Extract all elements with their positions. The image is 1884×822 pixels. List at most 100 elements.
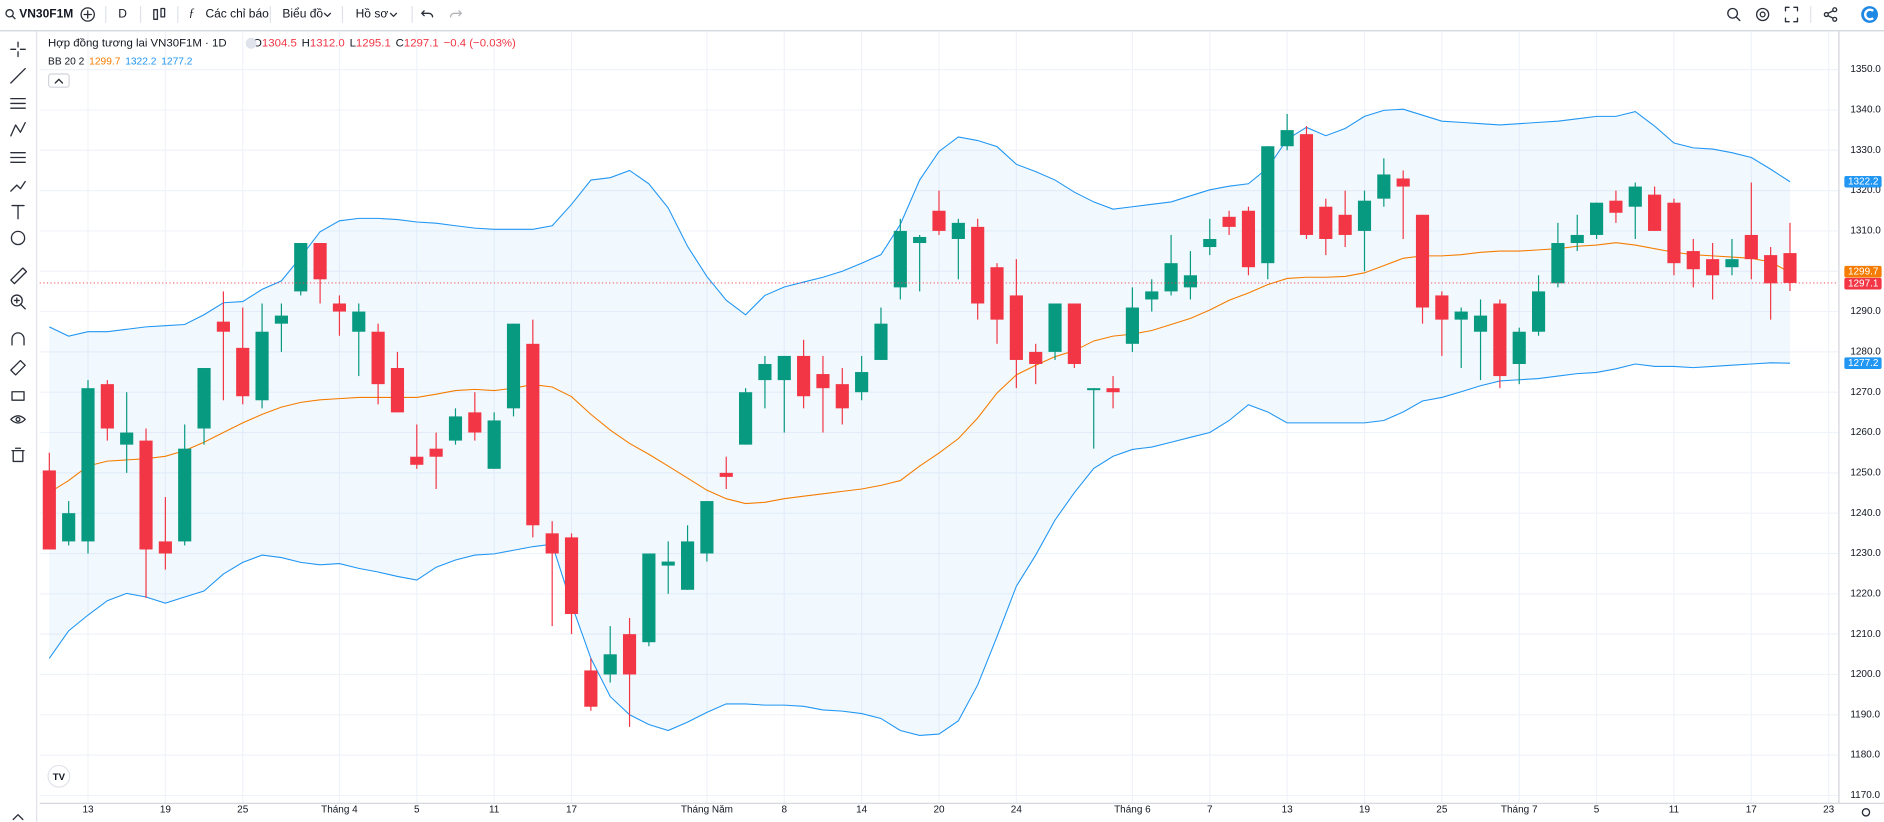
left-toolbar <box>10 31 38 822</box>
candle-body <box>642 553 656 643</box>
candle-body <box>468 412 482 433</box>
candle-body <box>81 388 95 542</box>
candle-body <box>545 533 559 554</box>
gear[interactable] <box>1861 808 1871 817</box>
change: −0.4 (−0.03%) <box>444 37 516 49</box>
indicators-label: Các chỉ báo <box>205 7 269 21</box>
y-tick-label: 1170.0 <box>1850 790 1880 801</box>
y-tick-label: 1210.0 <box>1850 629 1881 640</box>
logo-bg <box>47 764 71 788</box>
candle-body <box>603 654 617 675</box>
candle-body <box>564 537 579 614</box>
candle-body <box>1512 331 1526 364</box>
brush-tool[interactable] <box>10 180 26 192</box>
redo-button[interactable] <box>449 10 463 18</box>
candle-body <box>1299 134 1314 235</box>
indicators-button[interactable]: ƒ Các chỉ báo <box>189 5 270 21</box>
price-badge <box>1844 265 1882 278</box>
icon <box>10 415 26 424</box>
candle-body <box>680 541 695 590</box>
ohlc-label: C <box>396 37 404 49</box>
candle-body <box>1203 238 1217 248</box>
candle-body <box>1319 206 1333 239</box>
emoji-tool[interactable] <box>10 230 26 246</box>
y-tick-label: 1340.0 <box>1850 105 1881 116</box>
candle-body <box>622 634 637 675</box>
candle-body <box>1357 200 1372 231</box>
candle-body <box>1783 253 1797 283</box>
candle-body <box>1686 251 1700 270</box>
y-tick-label: 1330.0 <box>1850 145 1881 156</box>
candle-body <box>1725 259 1739 268</box>
icon <box>1727 7 1739 19</box>
lock-drawing-tool[interactable] <box>10 359 26 376</box>
settings-button[interactable] <box>1755 7 1770 22</box>
indicator-value: 1299.7 <box>89 56 121 67</box>
candle-body <box>1106 388 1120 393</box>
symbol-search[interactable]: VN30F1M <box>5 7 73 21</box>
indicator-name: BB 20 2 <box>48 56 85 67</box>
lock-tool[interactable] <box>11 391 25 401</box>
logo-mark <box>1864 8 1874 21</box>
collapse-toolbar[interactable] <box>12 814 24 821</box>
y-tick-label: 1250.0 <box>1850 467 1881 478</box>
x-tick-label: 19 <box>1359 805 1371 816</box>
visibility-tool[interactable] <box>10 415 26 424</box>
candle-body <box>777 355 791 381</box>
candle-body <box>100 384 114 429</box>
candle-body <box>1648 194 1662 231</box>
y-tick-label: 1180.0 <box>1850 750 1880 761</box>
chart: 1170.0 1180.0 1190.0 1200.0 1210.0 1220.0 1230… <box>39 31 1884 816</box>
ohlc-value: 1312.0 <box>310 37 345 49</box>
chart-menu[interactable]: Biểu đồ <box>282 7 332 21</box>
brand-logo[interactable] <box>1861 6 1878 23</box>
delete-tool[interactable] <box>11 447 25 463</box>
magnet-tool[interactable] <box>11 332 25 346</box>
candle-body <box>1048 303 1062 352</box>
chevron <box>54 78 64 84</box>
text-tool[interactable] <box>11 204 25 220</box>
pattern-tool[interactable] <box>10 121 26 137</box>
share-button[interactable] <box>1823 7 1838 22</box>
candle-body <box>139 440 153 550</box>
price-badge-label: 1277.2 <box>1848 358 1879 369</box>
candle-body <box>216 321 230 332</box>
undo-button[interactable] <box>421 10 434 18</box>
ohlc-label: O <box>253 37 262 49</box>
fib-tool[interactable] <box>10 97 26 109</box>
interval[interactable]: D <box>118 7 127 21</box>
crosshair-tool[interactable] <box>10 41 26 58</box>
icon <box>13 297 26 310</box>
candle-body <box>274 315 288 324</box>
legend-collapse[interactable] <box>48 73 70 88</box>
candle-body <box>855 372 869 393</box>
x-tick-label: 11 <box>489 805 500 816</box>
candle-body <box>410 456 424 465</box>
icon <box>1861 808 1871 817</box>
candle-body <box>178 448 192 542</box>
price-badge-label: 1322.2 <box>1848 177 1879 188</box>
candle-body <box>1667 202 1681 264</box>
zoom-button[interactable] <box>1727 7 1741 22</box>
trendline-tool[interactable] <box>10 67 26 84</box>
x-tick-label: 11 <box>1669 805 1680 816</box>
icon <box>80 7 95 22</box>
candle-body <box>1415 214 1430 308</box>
price-badge <box>1844 277 1882 290</box>
y-tick-label: 1320.0 <box>1850 185 1881 196</box>
y-tick-label: 1220.0 <box>1850 588 1881 599</box>
ruler-tool[interactable] <box>10 267 28 285</box>
icon <box>160 7 166 18</box>
profile-menu[interactable]: Hồ sơ <box>356 7 398 21</box>
candle-body <box>1377 174 1391 199</box>
candle-body <box>990 267 1004 320</box>
candle-body <box>506 323 521 409</box>
chart-type-button[interactable] <box>153 7 166 20</box>
projection-tool[interactable] <box>10 152 26 163</box>
compare-button[interactable] <box>80 7 95 22</box>
candle-body <box>1435 295 1449 320</box>
x-tick-label: 13 <box>1282 805 1294 816</box>
fullscreen-button[interactable] <box>1784 6 1799 23</box>
zoom-tool[interactable] <box>10 294 26 310</box>
